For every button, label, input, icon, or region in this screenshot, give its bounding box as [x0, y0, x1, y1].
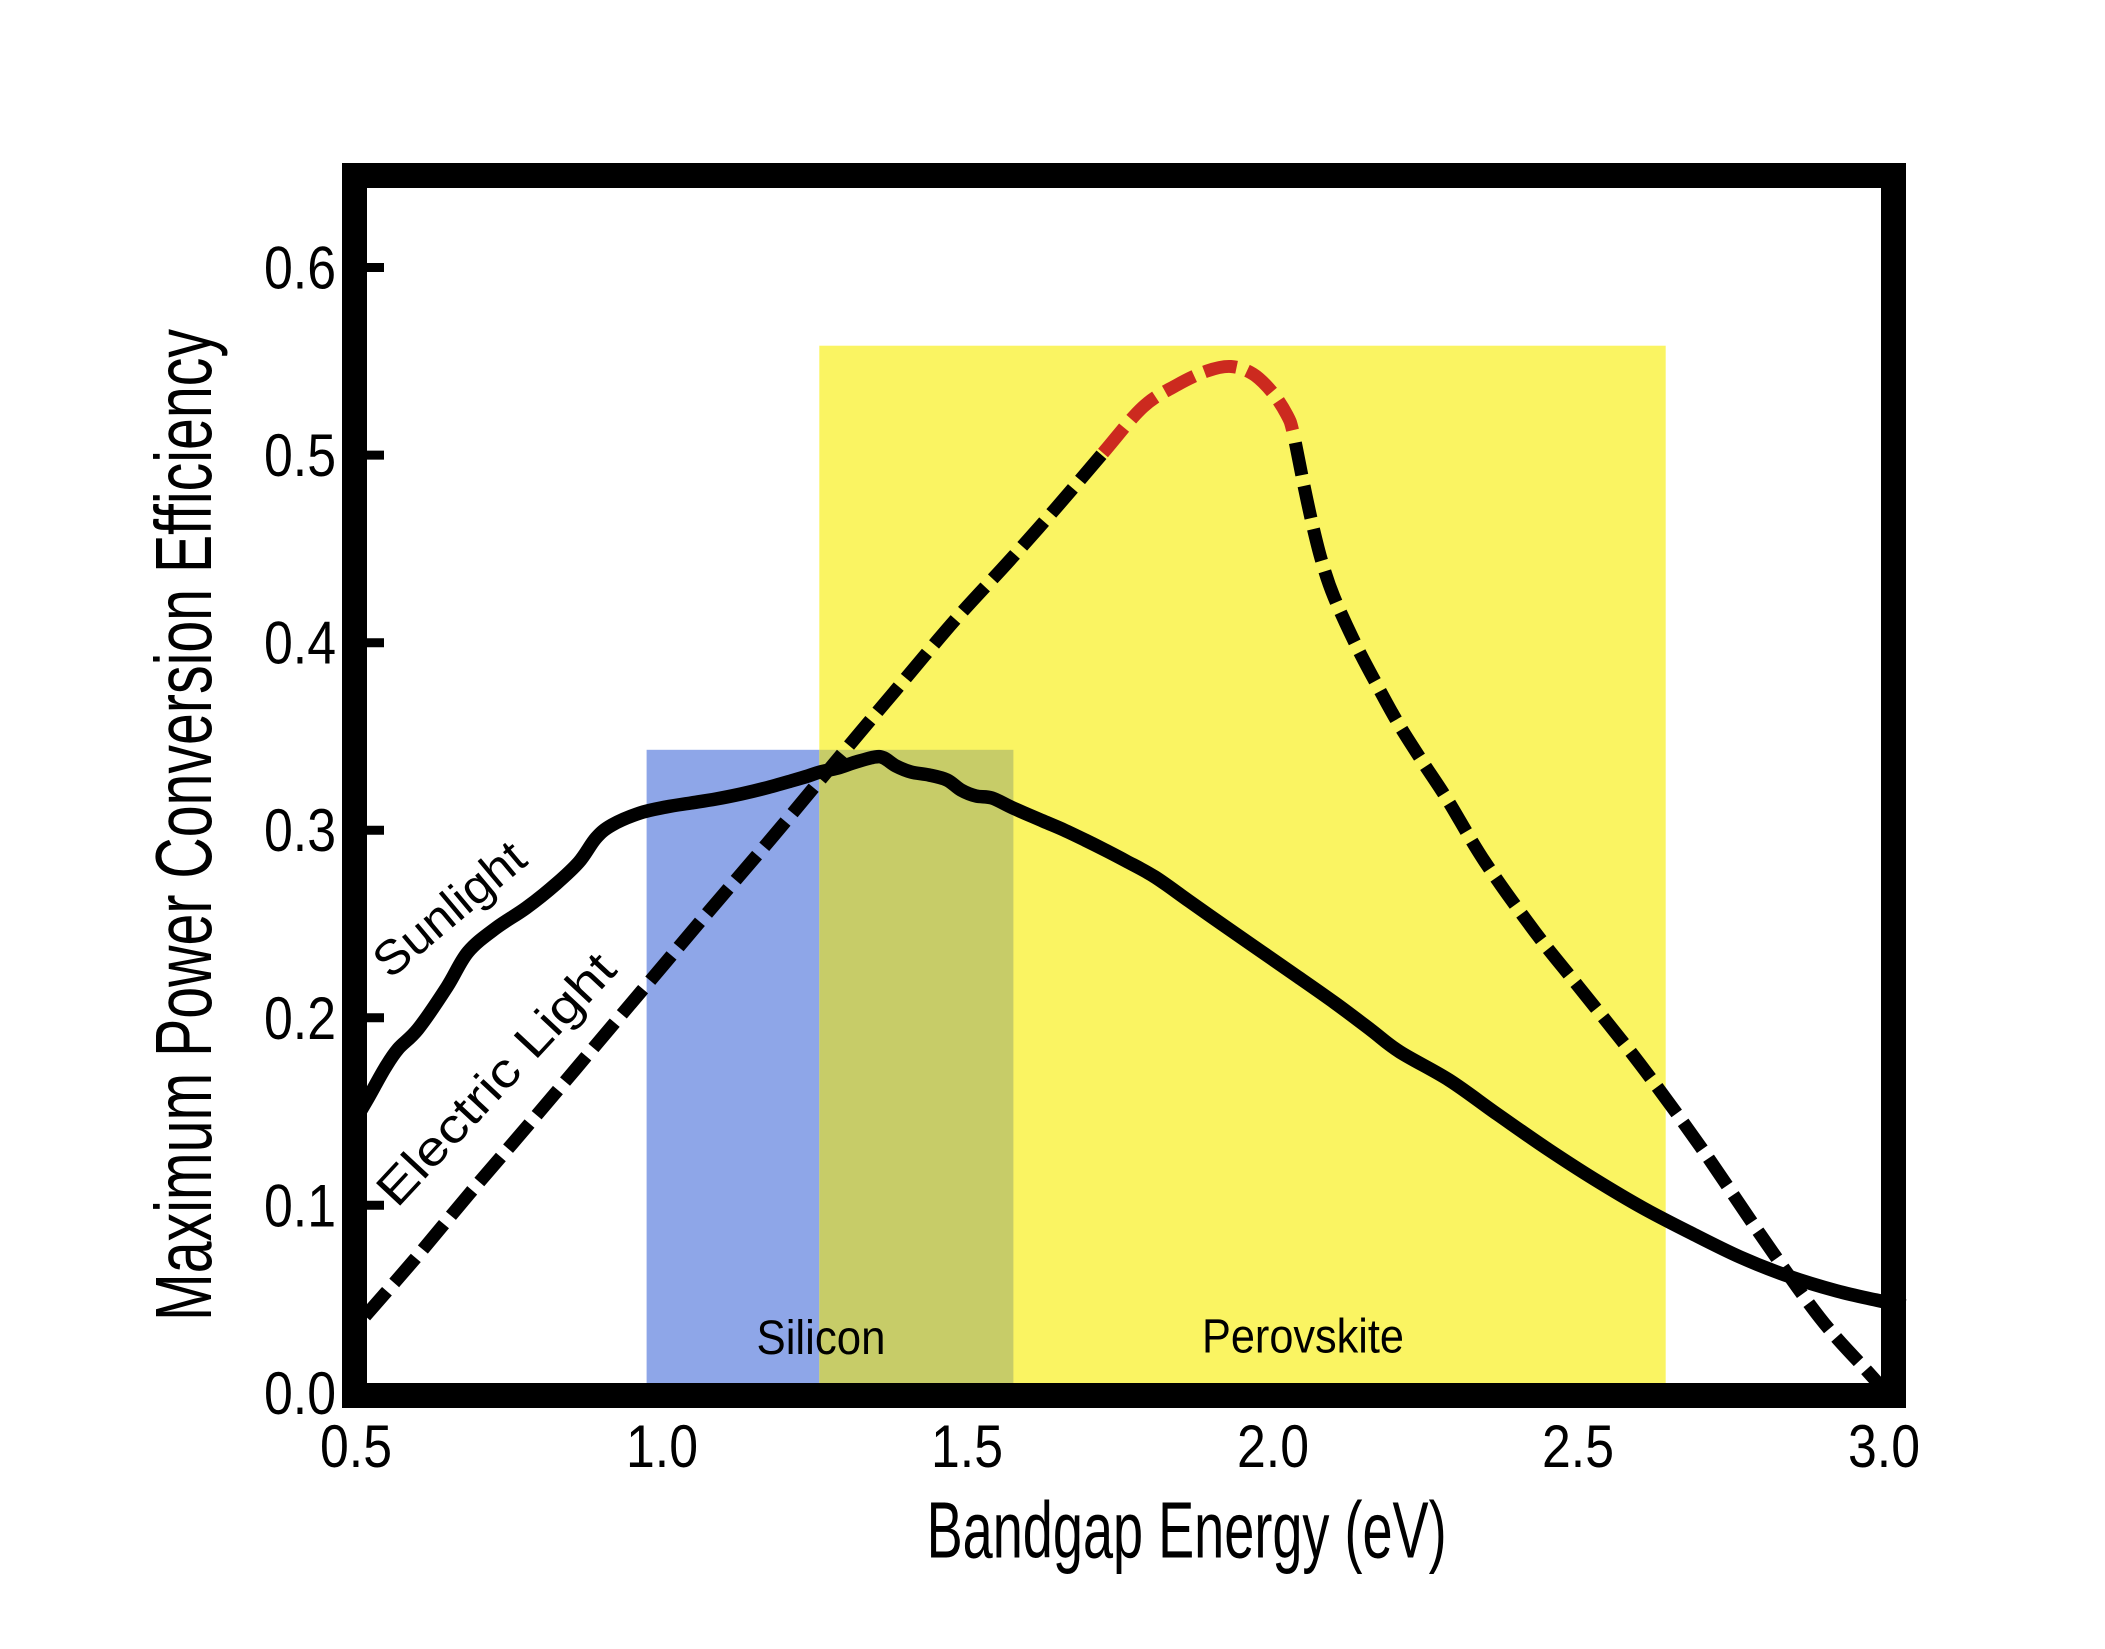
svg-text:0.4: 0.4	[264, 610, 336, 677]
svg-text:Perovskite: Perovskite	[1202, 1311, 1404, 1364]
svg-text:2.5: 2.5	[1542, 1413, 1614, 1480]
svg-text:3.0: 3.0	[1848, 1413, 1920, 1480]
svg-text:0.6: 0.6	[264, 235, 336, 302]
svg-text:0.5: 0.5	[320, 1413, 392, 1480]
svg-text:0.1: 0.1	[264, 1172, 336, 1239]
svg-text:0.5: 0.5	[264, 422, 336, 489]
svg-text:0.2: 0.2	[264, 985, 336, 1052]
svg-text:0.0: 0.0	[264, 1360, 336, 1427]
svg-text:Silicon: Silicon	[757, 1312, 886, 1365]
svg-text:Bandgap Energy (eV): Bandgap Energy (eV)	[927, 1486, 1447, 1575]
svg-text:Maximum Power Conversion Effic: Maximum Power Conversion Efficiency	[139, 329, 228, 1321]
svg-text:1.5: 1.5	[931, 1413, 1003, 1480]
svg-text:1.0: 1.0	[626, 1413, 698, 1480]
svg-text:2.0: 2.0	[1237, 1413, 1309, 1480]
svg-text:0.3: 0.3	[264, 797, 336, 864]
